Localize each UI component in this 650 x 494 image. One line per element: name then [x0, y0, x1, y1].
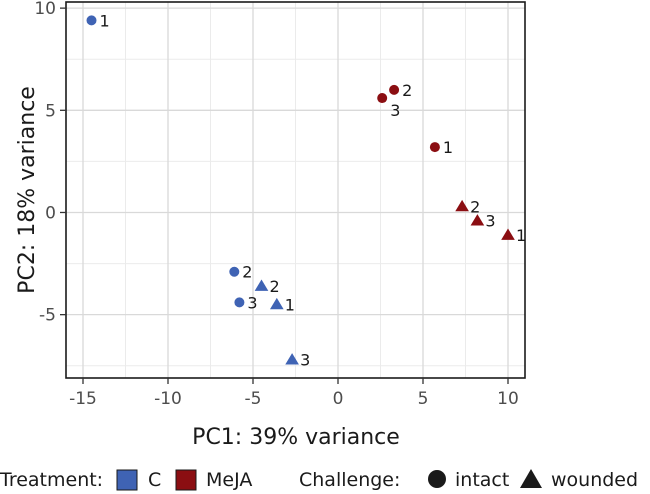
- legend-label-wounded: wounded: [551, 469, 638, 491]
- point-label: 3: [300, 351, 310, 370]
- data-point-intact: [234, 297, 245, 308]
- major-gridlines: [66, 2, 525, 378]
- data-point-intact: [389, 84, 400, 95]
- x-axis-ticks: -15 -10 -5 0 5 10: [69, 378, 519, 409]
- point-label: 3: [247, 293, 257, 312]
- legend-label-c: C: [148, 469, 161, 491]
- legend-label-meja: MeJA: [206, 469, 252, 491]
- minor-gridlines: [66, 2, 525, 378]
- legend-circle-icon: [428, 470, 446, 488]
- data-point-wounded: [285, 353, 299, 365]
- legend: Treatment: C MeJA Challenge: intact woun…: [0, 469, 638, 491]
- x-tick-label: -5: [245, 389, 262, 409]
- data-point-wounded: [470, 214, 485, 226]
- x-tick-label: -10: [154, 389, 182, 409]
- x-tick-label: 10: [497, 389, 519, 409]
- x-tick-label: 5: [418, 389, 429, 409]
- data-point-wounded: [501, 228, 515, 240]
- data-point-wounded: [254, 279, 269, 291]
- y-tick-label: 5: [45, 101, 56, 121]
- data-point-intact: [86, 15, 97, 26]
- data-point-intact: [429, 142, 440, 153]
- point-label: 2: [470, 197, 480, 216]
- legend-treatment-title: Treatment:: [0, 469, 103, 491]
- point-label: 3: [485, 212, 495, 231]
- y-axis-title: PC2: 18% variance: [15, 86, 40, 294]
- x-tick-label: 0: [333, 389, 344, 409]
- legend-challenge-title: Challenge:: [299, 469, 400, 491]
- y-tick-label: -5: [39, 306, 56, 326]
- data-point-intact: [229, 266, 240, 277]
- point-label: 1: [443, 138, 453, 157]
- data-points: [86, 15, 515, 365]
- point-label: 2: [270, 277, 280, 296]
- data-point-wounded: [269, 297, 284, 310]
- data-point-intact: [377, 93, 388, 104]
- data-point-wounded: [455, 199, 469, 212]
- legend-label-intact: intact: [455, 469, 509, 491]
- legend-swatch-c: [116, 469, 138, 491]
- point-label: 2: [402, 81, 412, 100]
- point-label: 1: [100, 11, 110, 30]
- point-label: 2: [242, 263, 252, 282]
- point-label: 3: [390, 101, 400, 120]
- plot-border: [65, 1, 526, 379]
- point-label: 1: [285, 295, 295, 314]
- y-tick-label: 0: [45, 203, 56, 223]
- x-axis-title: PC1: 39% variance: [192, 425, 400, 450]
- y-axis-ticks: -5 0 5 10: [34, 0, 66, 326]
- point-label: 1: [516, 226, 526, 245]
- y-tick-label: 10: [34, 0, 56, 19]
- legend-swatch-meja: [175, 469, 197, 491]
- legend-triangle-icon: [520, 469, 542, 488]
- x-tick-label: -15: [69, 389, 97, 409]
